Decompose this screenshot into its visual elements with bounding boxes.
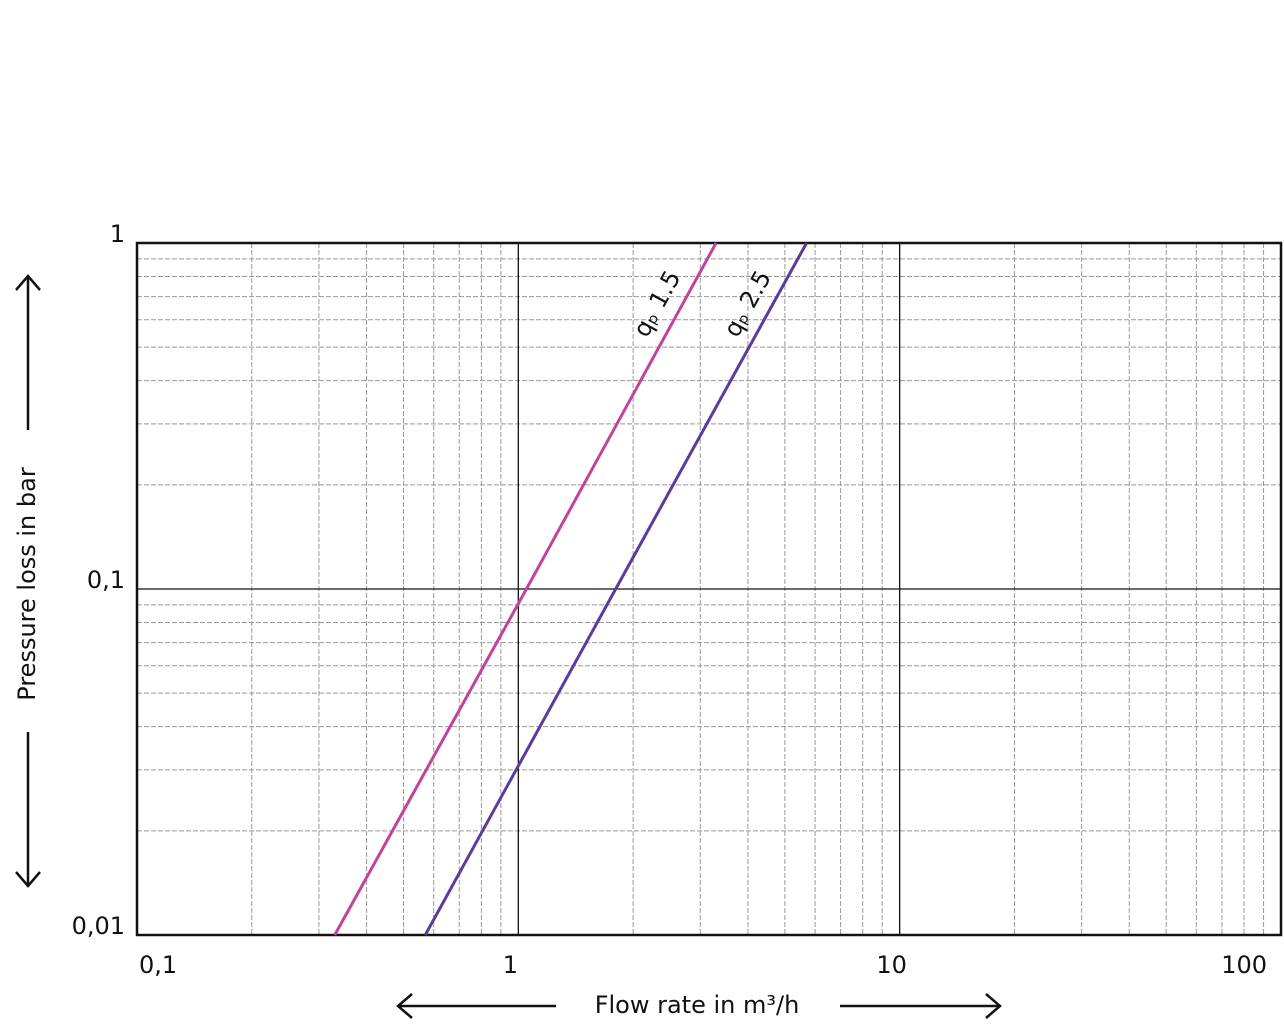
x-tick-label: 100 (1221, 951, 1267, 979)
y-tick-label: 0,01 (72, 912, 125, 940)
x-tick-label: 1 (503, 951, 518, 979)
y-tick-label: 1 (110, 220, 125, 248)
x-axis-label: Flow rate in m³/h (595, 991, 800, 1019)
y-axis-label: Pressure loss in bar (13, 467, 41, 701)
plot-frame (135, 241, 1283, 937)
series-line (333, 242, 718, 936)
x-tick-label: 0,1 (139, 951, 177, 979)
series-line (423, 242, 808, 936)
axis-arrows (15, 274, 1002, 1019)
x-tick-label: 10 (876, 951, 907, 979)
y-tick-label: 0,1 (87, 566, 125, 594)
